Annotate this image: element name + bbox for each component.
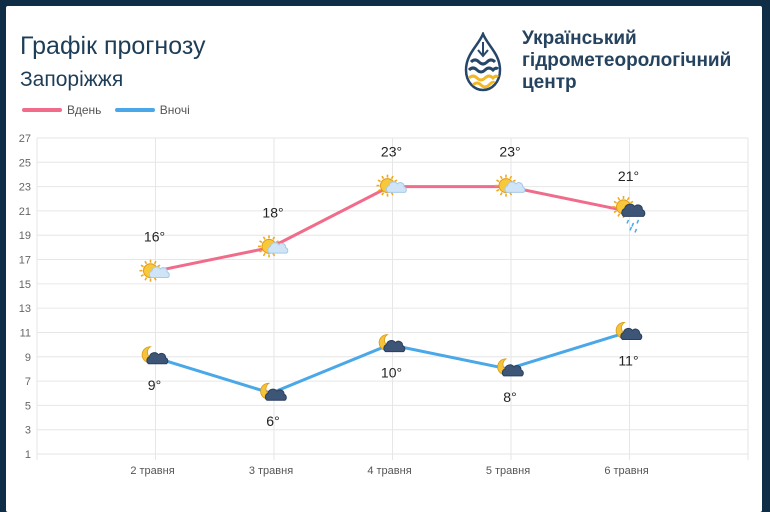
night-temp-label: 8° (503, 389, 516, 405)
day-temp-label: 21° (618, 168, 639, 184)
forecast-card: Графік прогнозу Запоріжжя Український гі… (6, 6, 762, 512)
x-tick-label: 2 травня (130, 465, 174, 477)
legend-swatch-day (22, 108, 62, 112)
y-tick-label: 15 (19, 279, 31, 291)
y-tick-label: 17 (19, 255, 31, 267)
moon-cloud-icon (260, 382, 287, 401)
night-temp-label: 10° (381, 365, 402, 381)
legend-item-night[interactable]: Вночі (114, 103, 190, 117)
sun-rain-cloud-icon (612, 195, 646, 233)
sun-cloud-icon (495, 174, 526, 197)
y-tick-label: 27 (19, 133, 31, 145)
day-series-line (152, 185, 627, 274)
y-tick-label: 11 (20, 327, 31, 339)
moon-cloud-icon (141, 346, 169, 365)
day-temp-label: 23° (499, 144, 520, 160)
sun-cloud-icon (376, 174, 407, 197)
city-name: Запоріжжя (20, 68, 124, 91)
night-temp-label: 11° (618, 352, 638, 368)
y-tick-label: 9 (25, 352, 31, 364)
legend-item-day[interactable]: Вдень (22, 103, 101, 117)
x-tick-label: 3 травня (249, 465, 293, 477)
x-tick-label: 5 травня (486, 465, 530, 477)
y-tick-label: 13 (19, 303, 31, 315)
moon-cloud-icon (497, 358, 524, 377)
night-temp-label: 9° (148, 377, 161, 393)
y-tick-label: 23 (19, 182, 31, 194)
day-temp-label: 18° (262, 204, 283, 220)
y-tick-label: 19 (19, 230, 31, 242)
x-tick-label: 6 травня (604, 465, 648, 477)
y-tick-label: 21 (19, 206, 31, 218)
y-tick-label: 3 (25, 425, 31, 437)
moon-cloud-icon (378, 334, 406, 353)
y-tick-label: 5 (25, 400, 31, 412)
y-tick-label: 25 (19, 157, 31, 169)
sun-cloud-icon (258, 235, 289, 258)
x-tick-label: 4 травня (367, 465, 411, 477)
day-temp-label: 23° (381, 144, 402, 160)
day-temp-label: 16° (144, 229, 165, 245)
moon-cloud-icon (615, 322, 643, 340)
organization-name: Український гідрометеорологічний центр (522, 28, 732, 93)
chart-legend: Вдень Вночі (22, 101, 200, 117)
hydromet-logo-icon (464, 32, 502, 92)
sun-cloud-icon (139, 259, 170, 282)
page-title: Графік прогнозу (20, 32, 206, 60)
legend-label-day: Вдень (67, 103, 102, 117)
y-tick-label: 1 (25, 449, 31, 461)
legend-swatch-night (114, 108, 155, 112)
night-temp-label: 6° (266, 413, 279, 429)
legend-label-night: Вночі (159, 103, 190, 117)
y-tick-label: 7 (25, 376, 31, 388)
